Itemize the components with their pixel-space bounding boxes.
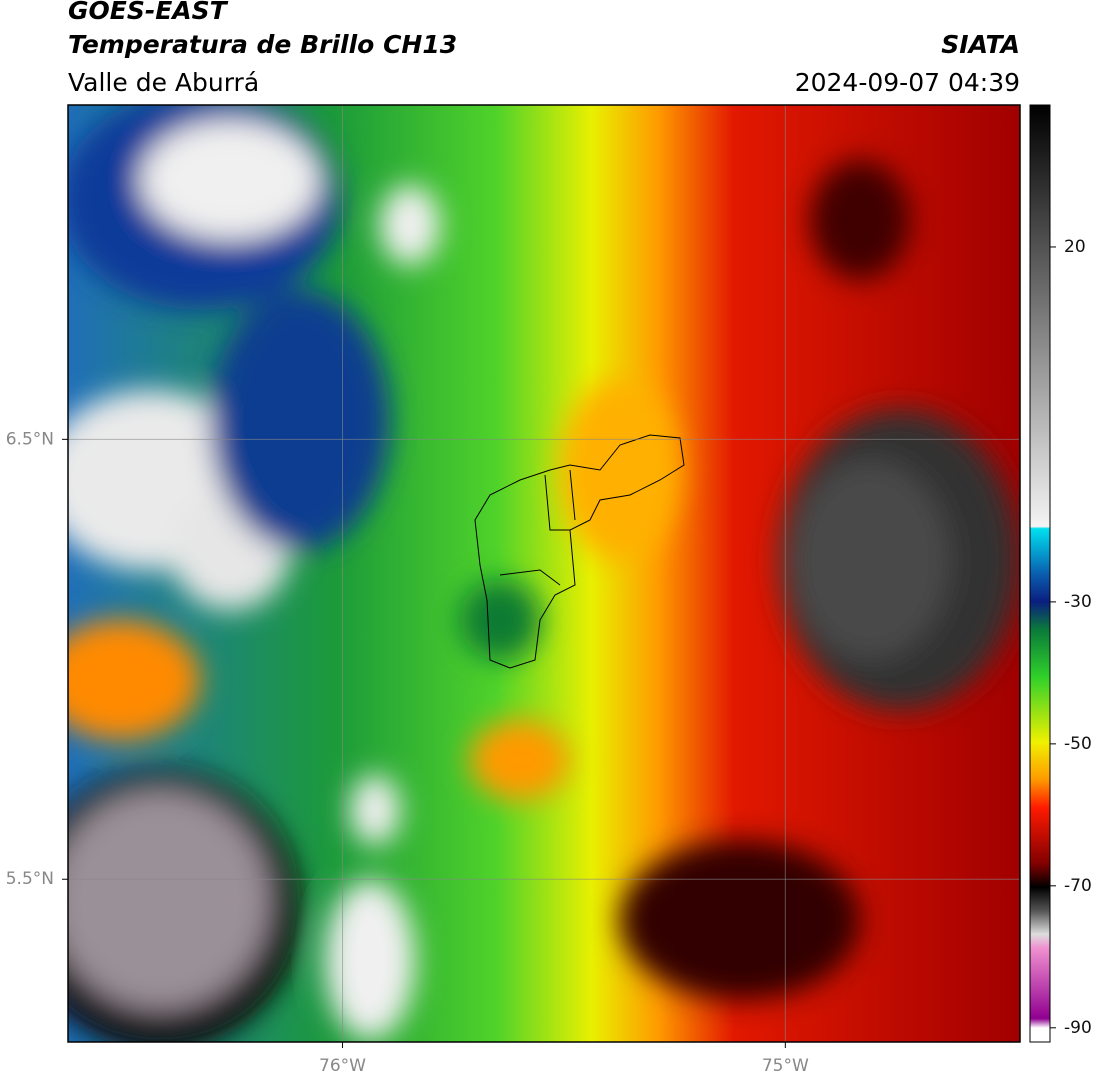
colorbar-tick-label: -50 xyxy=(1064,734,1092,754)
colorbar xyxy=(1029,104,1051,1043)
colorbar-tick-label: 20 xyxy=(1064,237,1086,257)
title: GOES-EAST xyxy=(68,0,229,25)
x-tick-label: 75°W xyxy=(762,1056,809,1076)
timestamp: 2024-09-07 04:39 xyxy=(795,68,1020,97)
temperature-field xyxy=(68,105,1020,1042)
x-tick-label: 76°W xyxy=(319,1056,366,1076)
y-tick-label: 6.5°N xyxy=(6,429,54,449)
colorbar-tick-label: -70 xyxy=(1064,876,1092,896)
map-frame xyxy=(67,104,1021,1043)
grid xyxy=(68,105,1020,1042)
colorbar-tick-label: -30 xyxy=(1064,592,1092,612)
region: Valle de Aburrá xyxy=(68,68,259,97)
agency: SIATA xyxy=(941,30,1020,59)
colorbar-tick-label: -90 xyxy=(1064,1018,1092,1038)
subtitle: Temperatura de Brillo CH13 xyxy=(68,30,457,59)
y-tick-label: 5.5°N xyxy=(6,869,54,889)
